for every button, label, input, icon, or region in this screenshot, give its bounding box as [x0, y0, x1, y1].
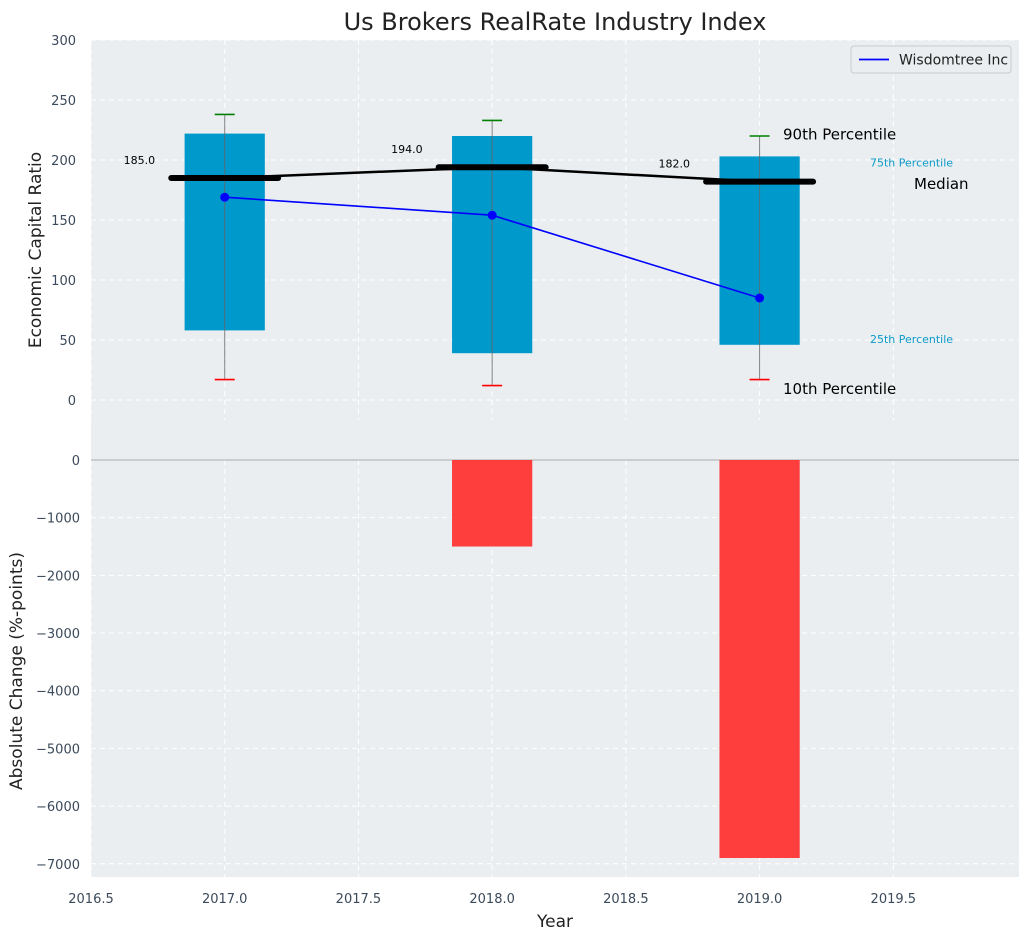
top-y-tick-label: 50: [59, 334, 76, 349]
series-point: [220, 192, 230, 202]
annotation-p75: 75th Percentile: [870, 156, 953, 169]
series-point: [755, 293, 765, 303]
bottom-y-tick-label: −6000: [36, 800, 80, 815]
x-tick-label: 2018.0: [469, 892, 515, 907]
bottom-panel-top-padding: [91, 420, 1019, 460]
x-tick-label: 2018.5: [603, 892, 649, 907]
median-line: [224, 165, 760, 183]
change-bar: [719, 460, 800, 858]
top-y-tick-label: 0: [68, 394, 76, 409]
bottom-y-tick-label: −7000: [36, 858, 80, 873]
annotation-median: Median: [914, 175, 969, 193]
x-axis-label: Year: [536, 912, 573, 932]
bottom-y-tick-label: −5000: [36, 742, 80, 757]
x-tick-label: 2019.5: [871, 892, 917, 907]
top-y-tick-label: 150: [51, 214, 76, 229]
annotation-p10: 10th Percentile: [783, 380, 896, 398]
x-tick-label: 2019.0: [737, 892, 783, 907]
series-point: [487, 210, 497, 220]
top-y-tick-label: 100: [51, 274, 76, 289]
change-bar: [452, 460, 533, 547]
annotation-p25: 25th Percentile: [870, 333, 953, 346]
bottom-y-tick-label: −1000: [36, 512, 80, 527]
legend: Wisdomtree Inc: [850, 45, 1012, 74]
x-tick-label: 2017.0: [202, 892, 248, 907]
bottom-y-axis-label: Absolute Change (%-points): [7, 552, 27, 790]
bottom-panel: 2016.5 2017.0 2017.5 2018.0 2018.5 2019.0 2019…: [36, 420, 1019, 907]
top-y-tick-label: 200: [51, 154, 76, 169]
top-y-tick-label: 300: [51, 34, 76, 49]
x-tick-label: 2016.5: [68, 892, 114, 907]
top-y-axis-label: Economic Capital Ratio: [26, 152, 46, 348]
median-value-label: 185.0: [124, 154, 156, 167]
bottom-panel-background: [91, 460, 1019, 877]
x-tick-label: 2017.5: [336, 892, 382, 907]
legend-box: [850, 45, 1012, 74]
legend-label-series: Wisdomtree Inc: [899, 53, 1008, 69]
top-panel: 0 50 100 150 200 250 300 185.0 194.0 182.0 90th Pe…: [51, 34, 1019, 460]
bottom-y-tick-label: 0: [72, 454, 80, 469]
top-y-tick-label: 250: [51, 94, 76, 109]
bottom-y-tick-label: −4000: [36, 685, 80, 700]
bottom-y-tick-label: −2000: [36, 569, 80, 584]
median-value-label: 194.0: [391, 143, 423, 156]
annotation-p90: 90th Percentile: [783, 126, 896, 144]
median-value-label: 182.0: [659, 158, 691, 171]
bottom-y-tick-label: −3000: [36, 627, 80, 642]
chart-title: Us Brokers RealRate Industry Index: [344, 8, 767, 36]
